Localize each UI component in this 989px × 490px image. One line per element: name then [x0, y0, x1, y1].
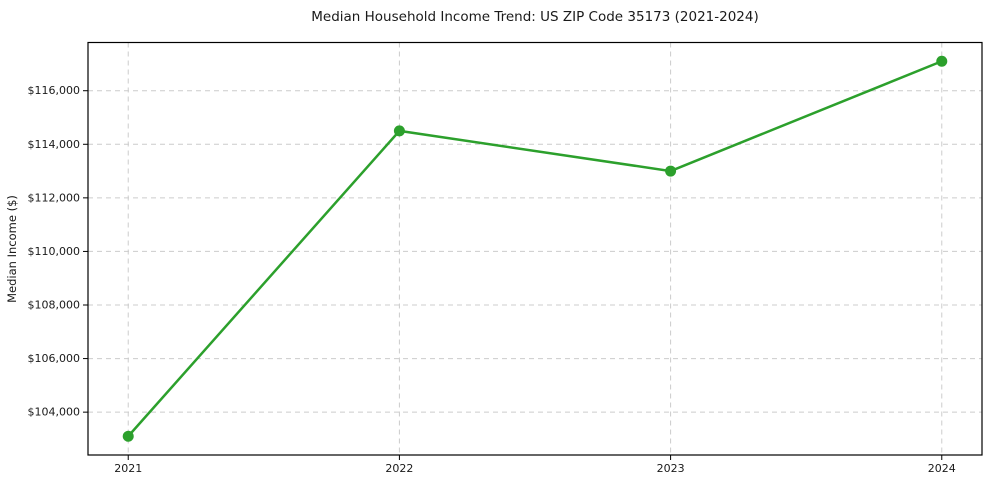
x-tick-label: 2021	[114, 462, 142, 475]
y-tick-label: $112,000	[28, 191, 81, 204]
plot-border	[87, 41, 983, 456]
y-tick-label: $104,000	[28, 406, 81, 419]
data-point	[665, 165, 677, 177]
gridlines	[88, 42, 982, 455]
data-series	[122, 55, 948, 442]
x-tick-label: 2024	[928, 462, 956, 475]
data-point	[122, 430, 134, 442]
y-tick-label: $108,000	[28, 299, 81, 312]
chart-title: Median Household Income Trend: US ZIP Co…	[311, 9, 759, 25]
data-point	[393, 125, 405, 137]
axis-tick-labels: $104,000 $106,000 $108,000 $110,000 $112,000…	[28, 84, 956, 475]
y-tick-label: $106,000	[28, 352, 81, 365]
x-tick-label: 2022	[385, 462, 413, 475]
y-tick-label: $116,000	[28, 84, 81, 97]
y-tick-label: $114,000	[28, 138, 81, 151]
data-point	[936, 55, 948, 67]
data-line	[126, 60, 944, 438]
x-tick-label: 2023	[657, 462, 685, 475]
y-tick-label: $110,000	[28, 245, 81, 258]
axis-ticks	[83, 90, 943, 460]
y-axis-label: Median Income ($)	[5, 195, 19, 303]
